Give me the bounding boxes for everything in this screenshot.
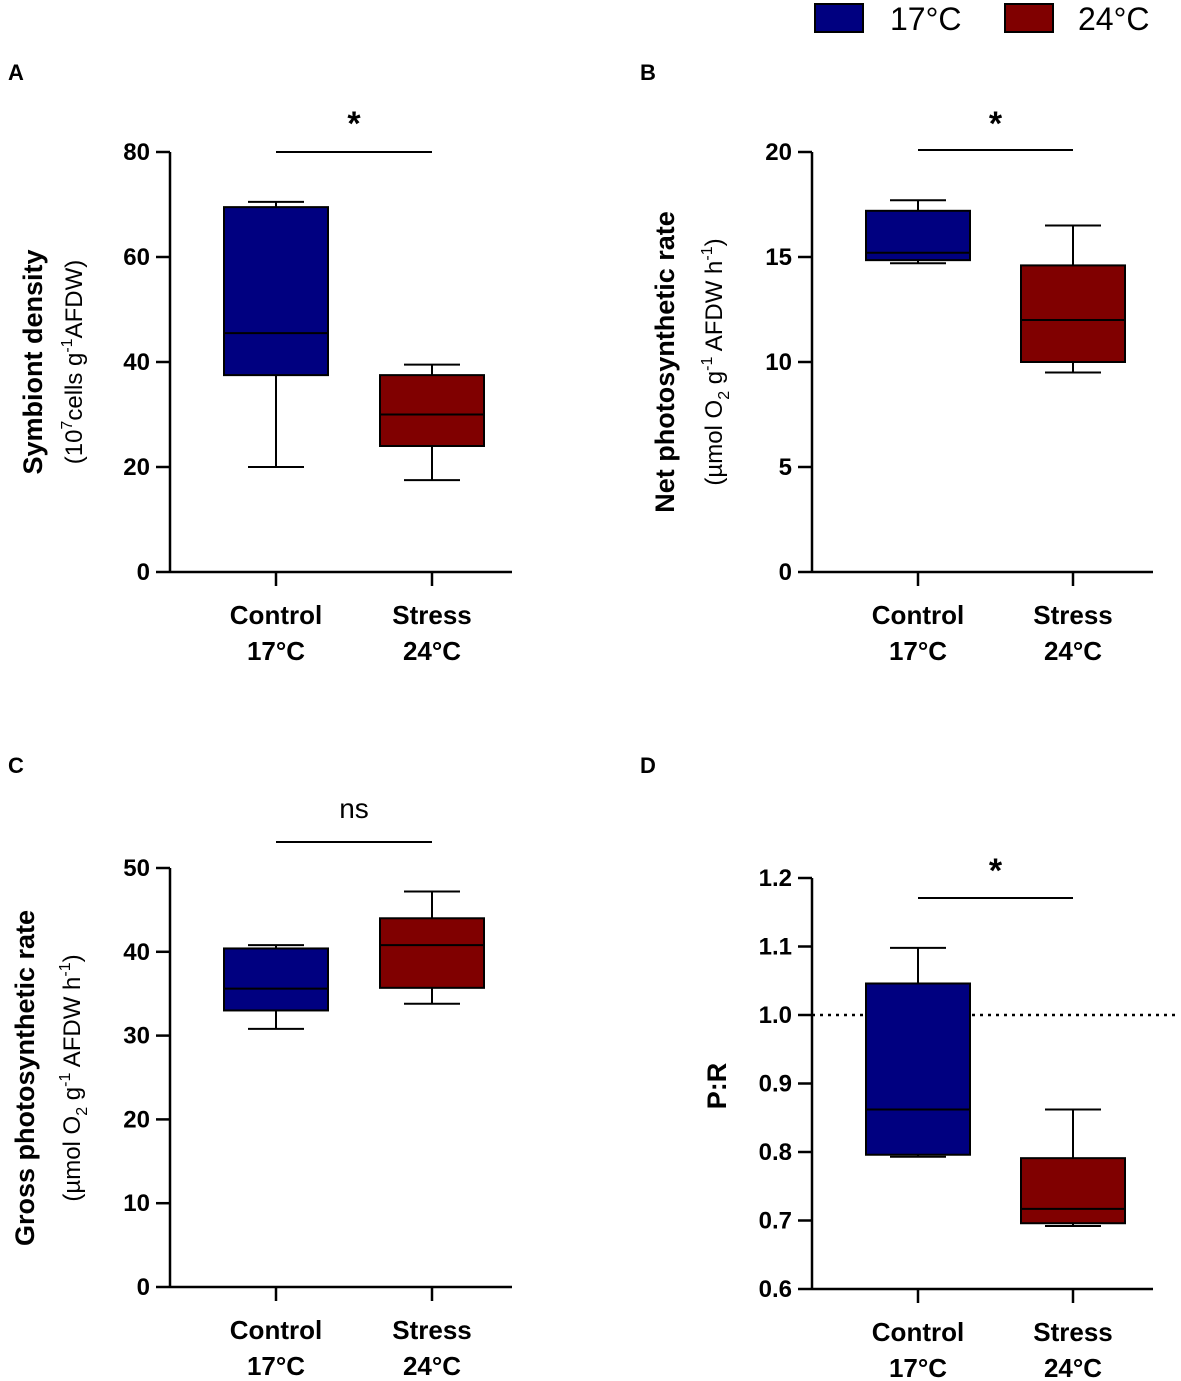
x-category-label: 24°C: [1044, 636, 1102, 666]
legend-swatch-1: [814, 3, 864, 33]
y-axis-unit-part: -1: [59, 338, 76, 352]
x-category-label: Stress: [1033, 600, 1113, 630]
y-tick-label: 80: [123, 139, 150, 166]
x-category-label: Control: [872, 600, 964, 630]
significance-label: ns: [339, 793, 369, 824]
y-tick-label: 60: [123, 244, 150, 271]
y-axis-title: Net photosynthetic rate: [650, 211, 680, 513]
panel-a: A 0 20 40 60 80 Control 17°C Stress 24°C * Symbiont…: [8, 60, 512, 666]
x-category-label: 17°C: [247, 1351, 305, 1381]
y-axis-unit-part: -1: [57, 1073, 74, 1087]
box-iqr: [379, 374, 485, 447]
legend-label-1: 17°C: [890, 1, 962, 37]
y-axis-title: P:R: [702, 1063, 732, 1110]
y-axis-title: Gross photosynthetic rate: [10, 910, 40, 1246]
y-axis-unit-part: -1: [699, 357, 716, 371]
panel-b: B 0 5 10 15 20 Control 17°C Stress 24°C * Net photo…: [640, 60, 1153, 666]
box-stress: [379, 890, 485, 1005]
x-category-label: Stress: [392, 600, 472, 630]
box-stress: [1020, 1108, 1126, 1227]
y-tick-label: 30: [123, 1023, 150, 1050]
y-tick-label: 0.9: [759, 1071, 792, 1098]
y-axis-unit-part: (µmol O: [701, 400, 728, 486]
y-tick-label: 0.7: [759, 1208, 792, 1235]
y-tick-label: 0: [779, 559, 792, 586]
y-tick-label: 1.2: [759, 865, 792, 892]
y-tick-label: 20: [123, 1106, 150, 1133]
x-category-label: 17°C: [889, 1353, 947, 1381]
y-tick-label: 40: [123, 939, 150, 966]
box-control: [223, 944, 329, 1030]
y-axis-unit: (µmol O2 g-1 AFDW h-1): [57, 954, 91, 1201]
x-category-label: Control: [230, 600, 322, 630]
x-category-label: 17°C: [247, 636, 305, 666]
y-axis-unit-part: 2: [716, 391, 733, 400]
y-axis-unit-part: g: [59, 1087, 86, 1107]
y-axis-unit-part: AFDW): [61, 260, 88, 339]
box-iqr: [223, 206, 329, 377]
x-category-label: Control: [230, 1315, 322, 1345]
box-stress: [1020, 224, 1126, 374]
y-axis-unit-part: ): [701, 238, 728, 246]
panel-letter: B: [640, 60, 656, 85]
panel-letter: D: [640, 753, 656, 778]
box-stress: [379, 363, 485, 482]
x-category-label: 17°C: [889, 636, 947, 666]
y-tick-label: 15: [765, 244, 792, 271]
y-tick-label: 40: [123, 349, 150, 376]
y-tick-label: 20: [123, 454, 150, 481]
y-tick-label: 0: [137, 559, 150, 586]
y-axis-unit-part: cells g: [61, 353, 88, 421]
y-tick-label: 1.1: [759, 934, 792, 961]
y-tick-label: 10: [765, 349, 792, 376]
x-category-label: Stress: [1033, 1317, 1113, 1347]
y-axis-unit: (µmol O2 g-1 AFDW h-1): [699, 238, 733, 485]
box-control: [223, 200, 329, 468]
y-axis-unit-part: ): [59, 954, 86, 962]
y-tick-label: 0: [137, 1274, 150, 1301]
y-axis-unit-part: 2: [74, 1107, 91, 1116]
y-axis-unit-part: 7: [59, 421, 76, 430]
y-axis-unit-part: -1: [57, 962, 74, 976]
legend-label-2: 24°C: [1078, 1, 1150, 37]
significance-label: *: [989, 105, 1003, 143]
x-category-label: 24°C: [403, 1351, 461, 1381]
panel-c: C 0 10 20 30 40 50 Control 17°C Stress 24°C ns Gross…: [8, 753, 512, 1381]
y-axis-title: Symbiont density: [18, 249, 48, 474]
x-category-label: 24°C: [1044, 1353, 1102, 1381]
x-category-label: 24°C: [403, 636, 461, 666]
panel-letter: A: [8, 60, 24, 85]
y-axis-unit-part: AFDW h: [701, 261, 728, 357]
y-tick-label: 10: [123, 1190, 150, 1217]
box-iqr: [865, 982, 971, 1156]
y-tick-label: 50: [123, 855, 150, 882]
y-axis-unit-part: AFDW h: [59, 977, 86, 1073]
box-control: [865, 946, 971, 1158]
y-tick-label: 5: [779, 454, 792, 481]
y-axis-unit-part: (10: [61, 430, 88, 465]
y-tick-label: 1.0: [759, 1002, 792, 1029]
y-axis-unit-part: g: [701, 371, 728, 391]
x-category-label: Stress: [392, 1315, 472, 1345]
significance-label: *: [347, 105, 361, 143]
y-tick-label: 0.6: [759, 1276, 792, 1303]
box-iqr: [223, 947, 329, 1012]
y-axis-unit-part: (µmol O: [59, 1116, 86, 1202]
legend: 17°C 24°C: [814, 1, 1150, 37]
y-axis-unit-part: -1: [699, 246, 716, 260]
box-control: [865, 199, 971, 265]
box-iqr: [1020, 264, 1126, 363]
y-tick-label: 0.8: [759, 1139, 792, 1166]
y-tick-label: 20: [765, 139, 792, 166]
x-category-label: Control: [872, 1317, 964, 1347]
panel-d: D 0.6 0.7 0.8 0.9 1.0 1.1 1.2 Control 17°C Stress 2…: [640, 753, 1175, 1381]
legend-swatch-2: [1004, 3, 1054, 33]
panel-letter: C: [8, 753, 24, 778]
significance-label: *: [989, 852, 1003, 890]
box-iqr: [1020, 1157, 1126, 1225]
box-iqr: [379, 917, 485, 989]
y-axis-unit: (107cells g-1AFDW): [59, 260, 88, 465]
